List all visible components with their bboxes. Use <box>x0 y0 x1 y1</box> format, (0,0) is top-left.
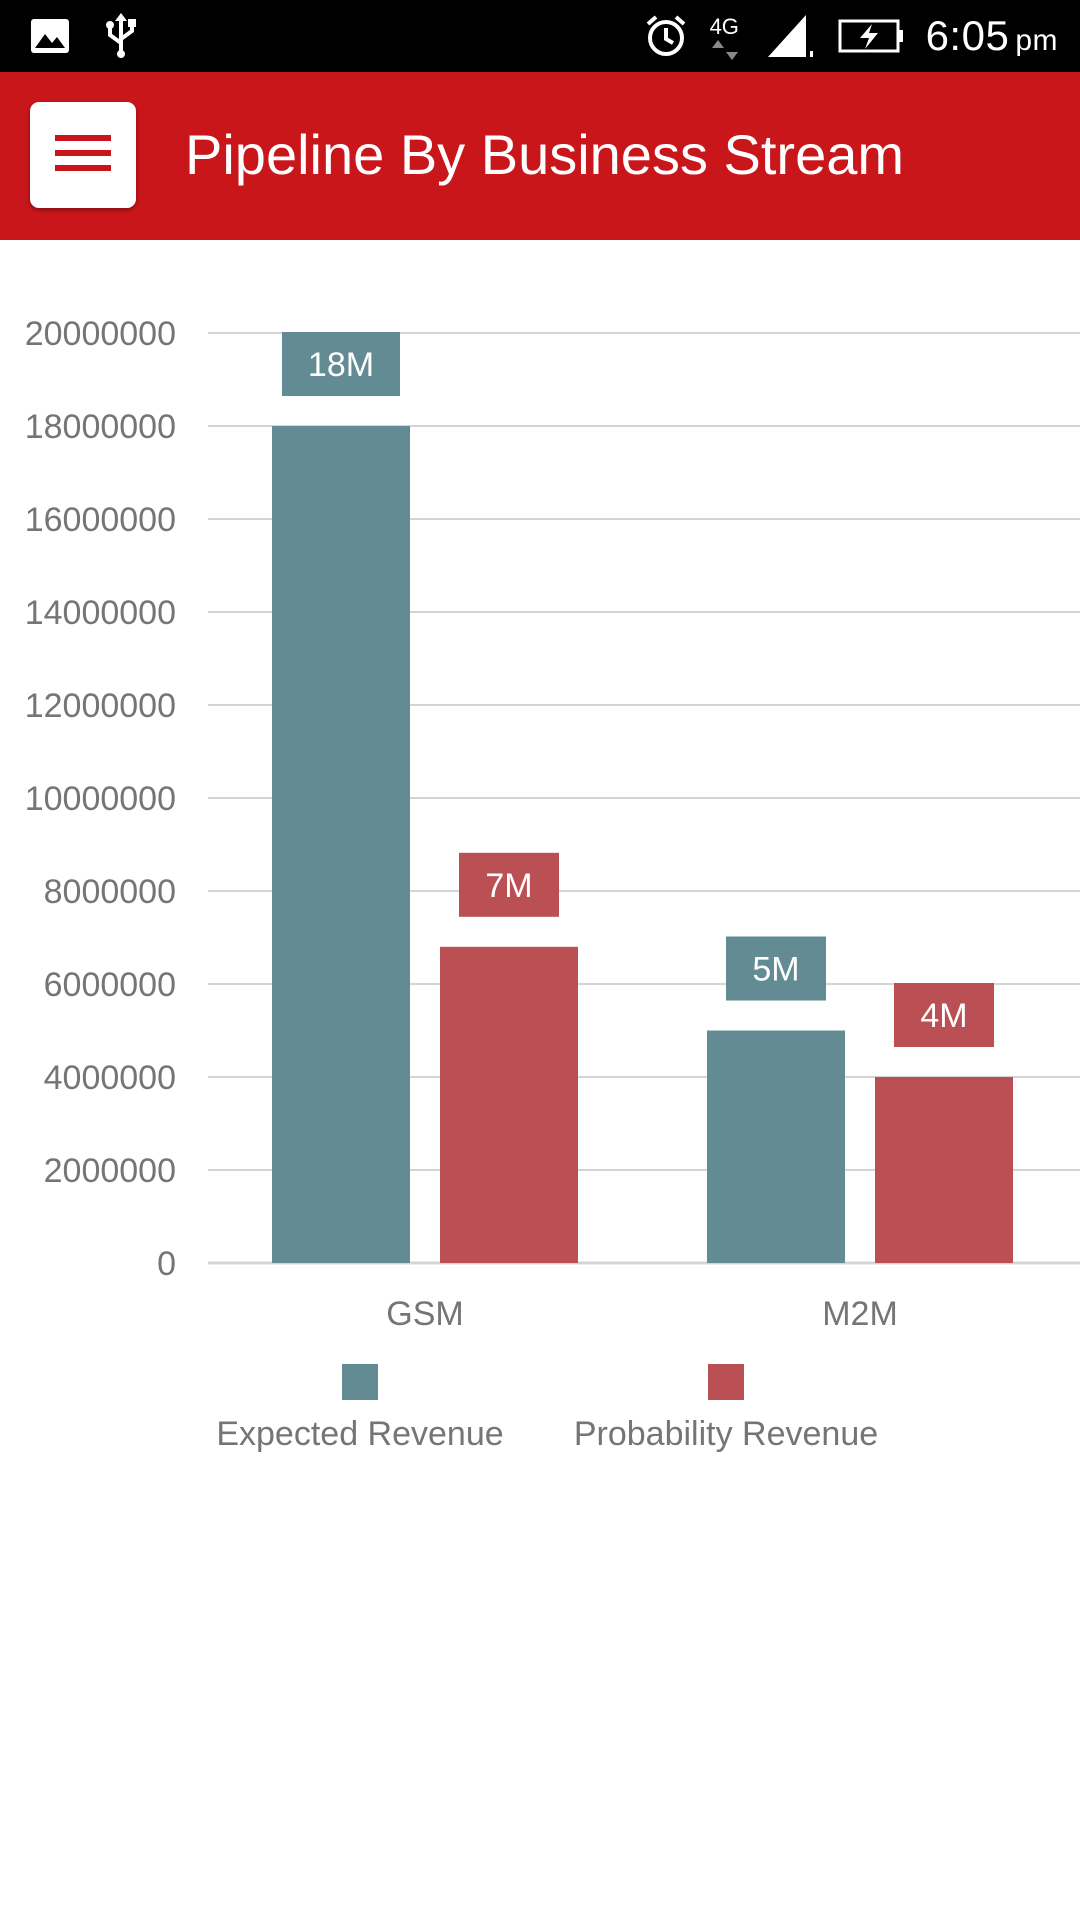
y-tick-label: 6000000 <box>44 966 176 1004</box>
bar-m2m-probability <box>875 1077 1013 1263</box>
x-tick-label: M2M <box>822 1295 898 1333</box>
bar-gsm-expected <box>272 426 410 1263</box>
legend-swatch <box>708 1364 744 1400</box>
data-label-box <box>726 936 826 1001</box>
data-label: 5M <box>752 951 799 989</box>
hamburger-menu-icon <box>55 133 111 178</box>
y-tick-label: 20000000 <box>25 315 176 353</box>
bar-gsm-probability <box>440 946 578 1263</box>
clock-time: 6:05 <box>925 12 1010 59</box>
clock: 6:05 pm <box>926 12 1058 60</box>
data-label: 18M <box>308 346 374 384</box>
data-label-box <box>282 332 400 396</box>
y-tick-label: 10000000 <box>25 780 176 818</box>
legend-swatch <box>342 1364 378 1400</box>
x-tick-label: GSM <box>386 1295 463 1333</box>
network-label: 4G <box>709 14 739 39</box>
bar-chart: 0 2000000 4000000 6000000 8000000 10000000 120… <box>25 315 1080 1453</box>
usb-icon <box>104 13 138 59</box>
network-4g-icon: 4G <box>710 12 744 60</box>
alarm-icon <box>644 14 688 58</box>
battery-charging-icon <box>838 19 904 53</box>
data-label: 4M <box>920 997 967 1035</box>
legend-label: Probability Revenue <box>574 1415 878 1453</box>
page-title: Pipeline By Business Stream <box>185 123 905 186</box>
image-icon <box>30 18 70 54</box>
bar-m2m-expected <box>707 1030 845 1263</box>
app-header: Pipeline By Business Stream <box>0 72 1080 240</box>
data-label-box <box>459 852 559 917</box>
y-tick-label: 8000000 <box>44 873 176 911</box>
menu-button[interactable] <box>30 102 136 208</box>
signal-icon <box>766 13 816 59</box>
y-tick-label: 16000000 <box>25 501 176 539</box>
data-label: 7M <box>485 867 532 905</box>
y-tick-label: 12000000 <box>25 687 176 725</box>
legend-label: Expected Revenue <box>216 1415 503 1453</box>
clock-ampm: pm <box>1015 24 1058 57</box>
y-tick-label: 14000000 <box>25 594 176 632</box>
y-tick-label: 2000000 <box>44 1152 176 1190</box>
status-bar: 4G 6:05 pm <box>0 0 1080 72</box>
y-tick-label: 18000000 <box>25 408 176 446</box>
data-label-box <box>894 983 994 1047</box>
y-tick-label: 0 <box>157 1245 176 1283</box>
y-tick-label: 4000000 <box>44 1059 176 1097</box>
